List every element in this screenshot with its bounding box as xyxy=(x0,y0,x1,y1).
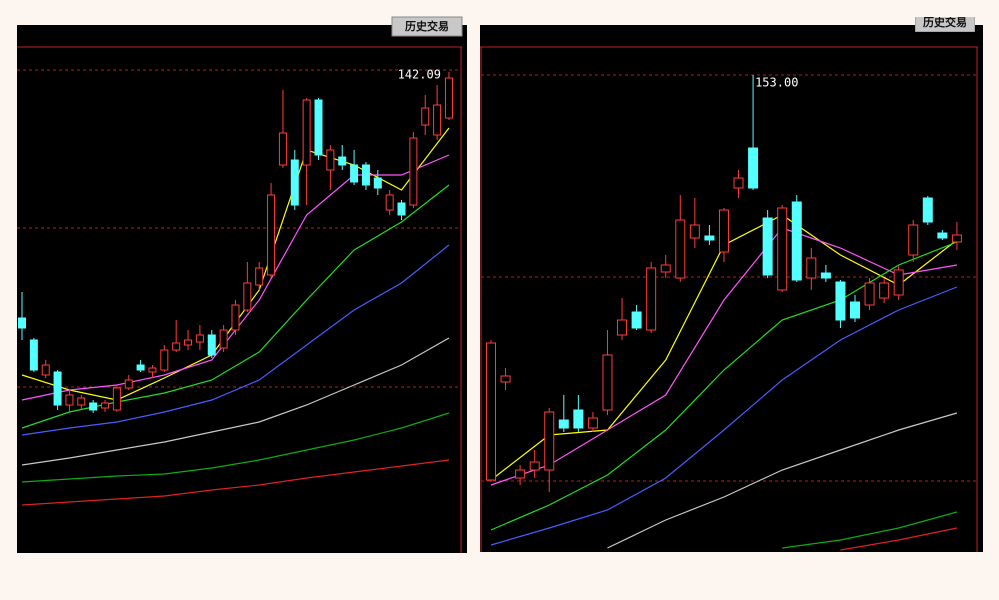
ma-line xyxy=(21,244,450,436)
candle-body xyxy=(762,217,773,276)
ma-line xyxy=(490,286,958,546)
plot: 142.09 xyxy=(18,68,453,506)
candle-body xyxy=(409,137,418,206)
ma-line xyxy=(490,227,958,486)
candle-body xyxy=(385,194,394,211)
candle-body xyxy=(101,402,110,409)
ma-line xyxy=(21,459,450,506)
ma-line xyxy=(607,412,958,549)
high-annotation: 153.00 xyxy=(755,76,798,90)
candle-body xyxy=(231,304,240,331)
candle-body xyxy=(748,147,759,189)
ma-line xyxy=(21,337,450,466)
candle-body xyxy=(486,342,496,481)
history-button[interactable] xyxy=(915,13,975,32)
candle-body xyxy=(326,149,335,171)
candle-body xyxy=(689,224,700,239)
candle-body xyxy=(660,264,671,273)
candle-body xyxy=(718,209,729,253)
level-lines xyxy=(17,69,461,388)
ma-line xyxy=(21,412,450,483)
candle-body xyxy=(314,99,323,156)
candle-body xyxy=(290,159,299,206)
candle-body xyxy=(243,282,252,311)
candle-body xyxy=(500,375,511,383)
candle-body xyxy=(646,267,657,331)
candle-body xyxy=(515,469,526,479)
candle-body xyxy=(937,232,948,239)
candle-body xyxy=(835,281,846,321)
candle-body xyxy=(733,177,744,189)
candle-body xyxy=(529,461,540,471)
candle-body xyxy=(558,419,569,429)
candle-body xyxy=(184,339,193,346)
candle-body xyxy=(77,397,86,406)
candle-body xyxy=(373,177,382,189)
candle-body xyxy=(53,371,62,406)
candle-body xyxy=(302,99,311,166)
candle-body xyxy=(361,164,370,186)
candle-body xyxy=(573,409,584,429)
candle-body xyxy=(675,219,686,279)
candle-body xyxy=(908,224,919,256)
candle-body xyxy=(89,402,98,411)
candle-body xyxy=(18,317,26,329)
candle-body xyxy=(112,387,121,411)
candle-body xyxy=(338,156,347,166)
candle-body xyxy=(421,107,430,126)
candle-body xyxy=(631,311,642,329)
ma-line xyxy=(490,241,958,531)
high-annotation: 142.09 xyxy=(398,68,441,82)
level-lines xyxy=(481,74,977,482)
candle-body xyxy=(433,104,442,136)
candle-body xyxy=(278,132,287,166)
candle-body xyxy=(777,207,788,291)
candle-body xyxy=(879,282,890,299)
candle-body xyxy=(704,235,715,241)
history-button-label[interactable]: 历史交易 xyxy=(405,19,449,33)
ma-line xyxy=(782,511,958,549)
candle-body xyxy=(791,201,802,281)
candle-body xyxy=(864,282,875,306)
candle-body xyxy=(820,272,831,279)
candle-body xyxy=(267,194,276,276)
candle-body xyxy=(172,342,181,351)
history-button-clip: 历史交易 xyxy=(915,13,975,32)
candle-body xyxy=(806,257,817,279)
panel xyxy=(480,25,983,552)
candle-body xyxy=(255,267,264,286)
plot: 153.00 xyxy=(486,75,962,551)
history-button[interactable] xyxy=(391,16,463,37)
candle-body xyxy=(41,364,50,376)
candle-body xyxy=(602,354,613,411)
candle-body xyxy=(136,364,145,371)
candle-body xyxy=(587,417,598,429)
candle-body xyxy=(195,334,204,343)
candle-body xyxy=(397,202,406,216)
candle-body xyxy=(124,379,133,389)
candle-body xyxy=(219,329,228,349)
history-button-label[interactable]: 历史交易 xyxy=(923,15,967,29)
candle-body xyxy=(922,197,933,223)
ma-line xyxy=(840,527,958,551)
panel xyxy=(17,25,467,553)
candle-body xyxy=(951,234,962,243)
candle-body xyxy=(544,411,555,471)
candle-body xyxy=(850,301,860,319)
candle-body xyxy=(893,269,904,296)
candle-body xyxy=(65,394,74,406)
candle-body xyxy=(350,164,359,183)
candle-body xyxy=(444,77,453,119)
candle-body xyxy=(148,367,157,373)
candle-body xyxy=(160,349,169,371)
candle-body xyxy=(29,339,38,371)
candle-body xyxy=(207,334,216,356)
candle-body xyxy=(617,319,628,336)
